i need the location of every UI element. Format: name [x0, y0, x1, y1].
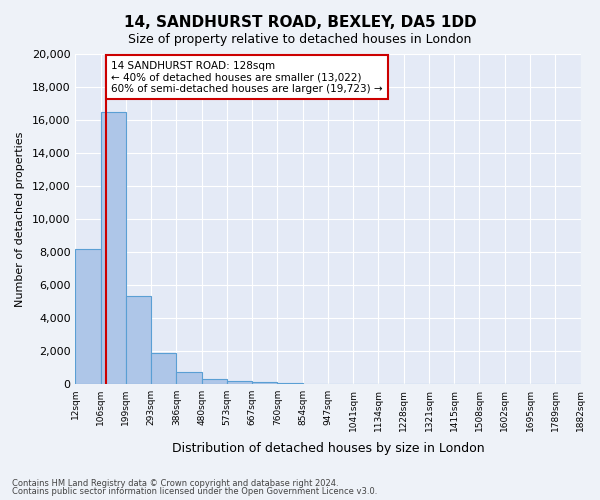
X-axis label: Distribution of detached houses by size in London: Distribution of detached houses by size … — [172, 442, 484, 455]
Bar — [277, 383, 303, 384]
Text: Size of property relative to detached houses in London: Size of property relative to detached ho… — [128, 32, 472, 46]
Bar — [151, 354, 176, 384]
Text: Contains public sector information licensed under the Open Government Licence v3: Contains public sector information licen… — [12, 487, 377, 496]
Bar — [202, 379, 227, 384]
Bar — [252, 382, 277, 384]
Text: 14 SANDHURST ROAD: 128sqm
← 40% of detached houses are smaller (13,022)
60% of s: 14 SANDHURST ROAD: 128sqm ← 40% of detac… — [111, 60, 382, 94]
Bar — [101, 112, 126, 384]
Text: Contains HM Land Registry data © Crown copyright and database right 2024.: Contains HM Land Registry data © Crown c… — [12, 478, 338, 488]
Bar — [227, 380, 252, 384]
Text: 14, SANDHURST ROAD, BEXLEY, DA5 1DD: 14, SANDHURST ROAD, BEXLEY, DA5 1DD — [124, 15, 476, 30]
Bar — [126, 296, 151, 384]
Bar — [176, 372, 202, 384]
Y-axis label: Number of detached properties: Number of detached properties — [15, 132, 25, 306]
Bar — [76, 248, 101, 384]
